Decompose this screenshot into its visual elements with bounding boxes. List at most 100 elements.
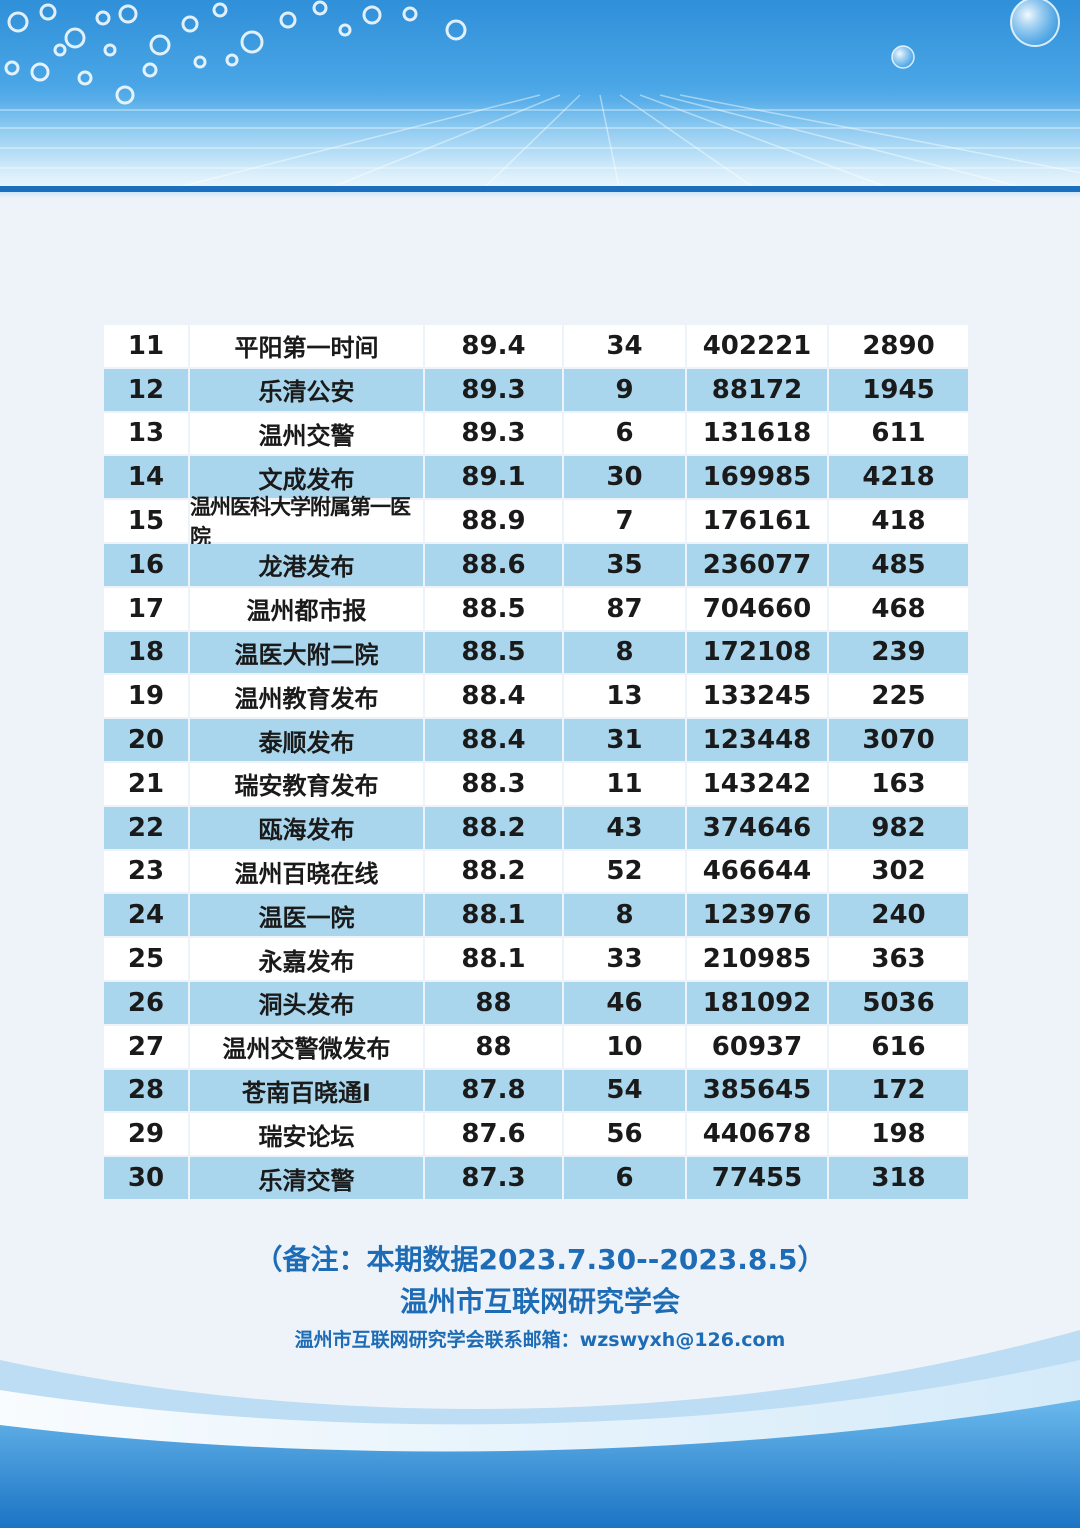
posts-cell: 8	[564, 631, 685, 674]
table-row: 19 温州教育发布 88.4 13 133245 225	[103, 674, 977, 718]
reads-cell: 385645	[687, 1069, 827, 1112]
posts-cell: 46	[564, 981, 685, 1024]
score-cell: 87.6	[425, 1113, 562, 1156]
rank-cell: 23	[104, 850, 188, 893]
likes-cell: 418	[829, 500, 968, 542]
account-name-cell: 温州医科大学附属第一医院	[190, 495, 423, 549]
reads-cell: 466644	[687, 850, 827, 893]
data-period-note: （备注：本期数据2023.7.30--2023.8.5）	[254, 1243, 826, 1276]
account-name-cell: 文成发布	[190, 456, 423, 499]
ranking-table: 11 平阳第一时间 89.4 34 402221 2890 12 乐清公安 89…	[103, 324, 977, 1200]
score-cell: 88.5	[425, 587, 562, 630]
score-cell: 89.3	[425, 368, 562, 411]
reads-cell: 133245	[687, 675, 827, 718]
likes-cell: 611	[829, 412, 968, 455]
posts-cell: 33	[564, 938, 685, 980]
rank-cell: 24	[104, 894, 188, 937]
posts-cell: 56	[564, 1113, 685, 1156]
account-name-cell: 苍南百晓通I	[190, 1069, 423, 1112]
table-row: 11 平阳第一时间 89.4 34 402221 2890	[103, 324, 977, 368]
score-cell: 88.2	[425, 806, 562, 849]
banner-decoration	[0, 0, 1080, 192]
table-row: 25 永嘉发布 88.1 33 210985 363	[103, 937, 977, 981]
table-row: 14 文成发布 89.1 30 169985 4218	[103, 455, 977, 499]
table-row: 27 温州交警微发布 88 10 60937 616	[103, 1025, 977, 1069]
score-cell: 89.4	[425, 325, 562, 367]
table-row: 26 洞头发布 88 46 181092 5036	[103, 981, 977, 1025]
rank-cell: 27	[104, 1025, 188, 1068]
table-row: 13 温州交警 89.3 6 131618 611	[103, 412, 977, 456]
score-cell: 88.6	[425, 543, 562, 586]
rank-cell: 19	[104, 675, 188, 718]
account-name-cell: 瑞安论坛	[190, 1113, 423, 1156]
table-row: 29 瑞安论坛 87.6 56 440678 198	[103, 1112, 977, 1156]
reads-cell: 143242	[687, 762, 827, 805]
likes-cell: 1945	[829, 368, 968, 411]
table-row: 28 苍南百晓通I 87.8 54 385645 172	[103, 1069, 977, 1113]
likes-cell: 240	[829, 894, 968, 937]
account-name-cell: 平阳第一时间	[190, 325, 423, 367]
likes-cell: 616	[829, 1025, 968, 1068]
reads-cell: 88172	[687, 368, 827, 411]
score-cell: 88.5	[425, 631, 562, 674]
likes-cell: 302	[829, 850, 968, 893]
account-name-cell: 温州教育发布	[190, 675, 423, 718]
likes-cell: 318	[829, 1157, 968, 1199]
account-name-cell: 龙港发布	[190, 543, 423, 586]
organization-name: 温州市互联网研究学会	[399, 1285, 680, 1318]
rank-cell: 28	[104, 1069, 188, 1112]
likes-cell: 5036	[829, 981, 968, 1024]
posts-cell: 8	[564, 894, 685, 937]
score-cell: 89.3	[425, 412, 562, 455]
account-name-cell: 温州交警微发布	[190, 1025, 423, 1068]
reads-cell: 131618	[687, 412, 827, 455]
posts-cell: 6	[564, 412, 685, 455]
likes-cell: 468	[829, 587, 968, 630]
table-row: 22 瓯海发布 88.2 43 374646 982	[103, 806, 977, 850]
score-cell: 89.1	[425, 456, 562, 499]
posts-cell: 31	[564, 719, 685, 761]
reads-cell: 123976	[687, 894, 827, 937]
reads-cell: 181092	[687, 981, 827, 1024]
rank-cell: 21	[104, 762, 188, 805]
likes-cell: 239	[829, 631, 968, 674]
account-name-cell: 瑞安教育发布	[190, 762, 423, 805]
account-name-cell: 温州百晓在线	[190, 850, 423, 893]
table-row: 23 温州百晓在线 88.2 52 466644 302	[103, 850, 977, 894]
rank-cell: 11	[104, 325, 188, 367]
posts-cell: 13	[564, 675, 685, 718]
rank-cell: 16	[104, 543, 188, 586]
reads-cell: 402221	[687, 325, 827, 367]
table-row: 15 温州医科大学附属第一医院 88.9 7 176161 418	[103, 495, 977, 549]
likes-cell: 198	[829, 1113, 968, 1156]
header-banner	[0, 0, 1080, 192]
account-name-cell: 乐清公安	[190, 368, 423, 411]
likes-cell: 163	[829, 762, 968, 805]
bottom-wave-decoration	[0, 1330, 1080, 1528]
table-row: 12 乐清公安 89.3 9 88172 1945	[103, 368, 977, 412]
score-cell: 88.2	[425, 850, 562, 893]
reads-cell: 176161	[687, 500, 827, 542]
score-cell: 88.3	[425, 762, 562, 805]
score-cell: 88	[425, 1025, 562, 1068]
reads-cell: 77455	[687, 1157, 827, 1199]
rank-cell: 26	[104, 981, 188, 1024]
table-row: 24 温医一院 88.1 8 123976 240	[103, 893, 977, 937]
posts-cell: 11	[564, 762, 685, 805]
posts-cell: 34	[564, 325, 685, 367]
rank-cell: 13	[104, 412, 188, 455]
account-name-cell: 泰顺发布	[190, 719, 423, 761]
table-row: 20 泰顺发布 88.4 31 123448 3070	[103, 718, 977, 762]
score-cell: 87.8	[425, 1069, 562, 1112]
reads-cell: 704660	[687, 587, 827, 630]
posts-cell: 9	[564, 368, 685, 411]
score-cell: 88.4	[425, 675, 562, 718]
table-row: 30 乐清交警 87.3 6 77455 318	[103, 1156, 977, 1200]
reads-cell: 210985	[687, 938, 827, 980]
rank-cell: 15	[104, 500, 188, 542]
contact-email-line: 温州市互联网研究学会联系邮箱：wzswyxh@126.com	[294, 1329, 786, 1351]
posts-cell: 43	[564, 806, 685, 849]
likes-cell: 225	[829, 675, 968, 718]
account-name-cell: 温医大附二院	[190, 631, 423, 674]
rank-cell: 17	[104, 587, 188, 630]
